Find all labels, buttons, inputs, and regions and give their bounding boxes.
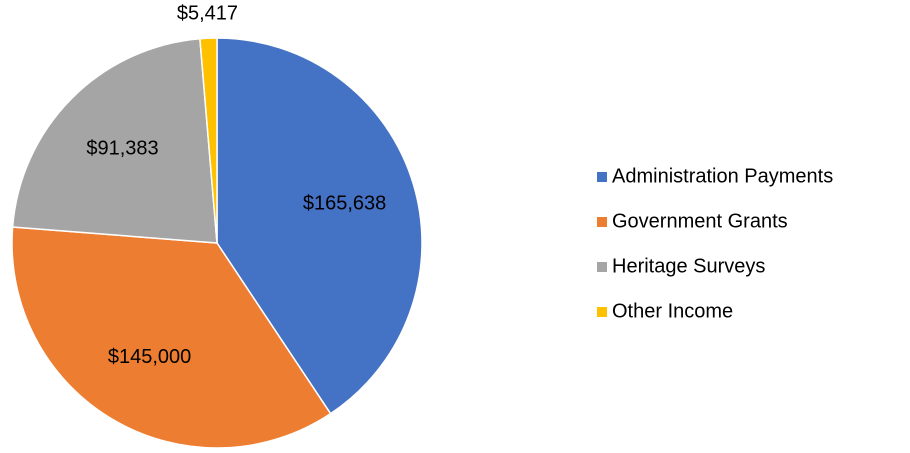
pie-slice (199, 37, 218, 244)
legend-swatch (597, 172, 607, 182)
data-label: $91,383 (86, 137, 158, 159)
legend-swatch (597, 217, 607, 227)
pie-slice (11, 37, 218, 244)
data-label: $145,000 (108, 346, 191, 368)
legend-label: Heritage Surveys (612, 255, 765, 277)
legend-swatch (597, 307, 607, 317)
data-label: $5,417 (177, 2, 238, 24)
legend-label: Other Income (612, 300, 733, 322)
pie-slice (11, 226, 332, 449)
legend-label: Government Grants (612, 210, 788, 232)
legend-label: Administration Payments (612, 165, 833, 187)
legend-swatch (597, 262, 607, 272)
data-label: $165,638 (303, 193, 386, 215)
